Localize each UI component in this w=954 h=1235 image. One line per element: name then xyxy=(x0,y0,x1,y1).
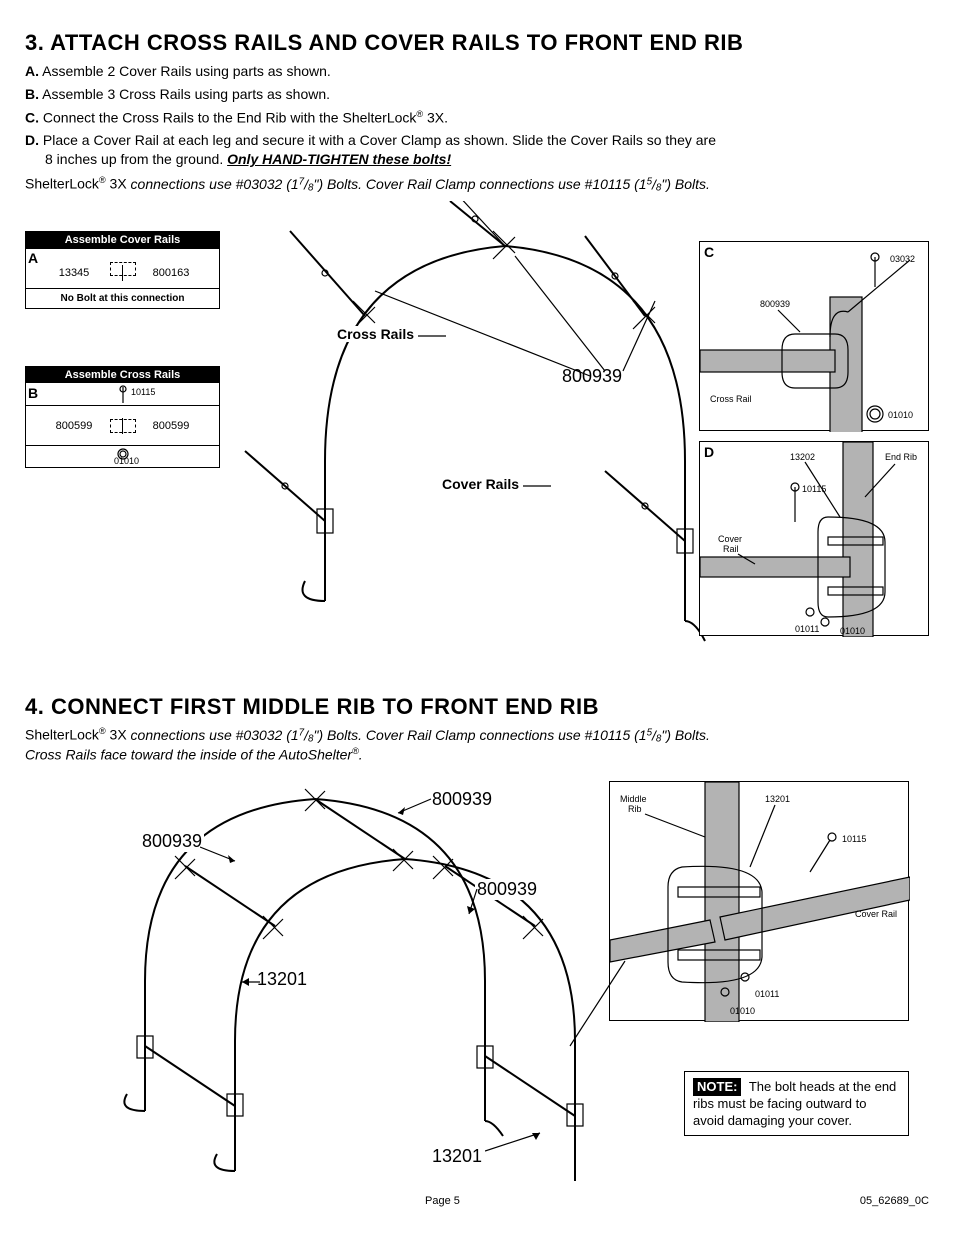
asm-b-right: 800599 xyxy=(122,418,219,434)
section4-title: 4. CONNECT FIRST MIDDLE RIB TO FRONT END… xyxy=(25,694,929,720)
assembly-box-b: Assemble Cross Rails B 10115 800599 8005… xyxy=(25,366,220,468)
svg-text:13202: 13202 xyxy=(790,452,815,462)
section3-steps: A. Assemble 2 Cover Rails using parts as… xyxy=(25,62,929,169)
detail-c: C 03032 800939 Cross Rail 01010 xyxy=(699,241,929,431)
step-d: D. Place a Cover Rail at each leg and se… xyxy=(25,131,929,169)
section4-boltnote: ShelterLock® 3X connections use #03032 (… xyxy=(25,726,929,744)
label-cover-rails: Cover Rails xyxy=(440,476,555,492)
svg-text:Rail: Rail xyxy=(723,544,739,554)
asm-b-bolt-top: 10115 xyxy=(131,387,155,397)
asm-a-left: 13345 xyxy=(26,265,122,281)
asm-b-bolt-bot: 01010 xyxy=(114,456,139,466)
s4-13201-1: 13201 xyxy=(255,969,309,990)
section3-title: 3. ATTACH CROSS RAILS AND COVER RAILS TO… xyxy=(25,30,929,56)
svg-text:Cover Rail: Cover Rail xyxy=(855,909,897,919)
asm-a-right: 800163 xyxy=(122,265,219,281)
step-b: B. Assemble 3 Cross Rails using parts as… xyxy=(25,85,929,104)
label-800939: 800939 xyxy=(560,366,624,387)
svg-text:10115: 10115 xyxy=(842,834,866,844)
c-03032: 03032 xyxy=(890,254,915,264)
svg-text:01010: 01010 xyxy=(840,626,865,636)
asm-a-header: Assemble Cover Rails xyxy=(26,232,219,248)
section4-note2: Cross Rails face toward the inside of th… xyxy=(25,746,929,763)
c-crossrail: Cross Rail xyxy=(710,394,752,404)
svg-text:Rib: Rib xyxy=(628,804,642,814)
section4-notebox: NOTE: The bolt heads at the end ribs mus… xyxy=(684,1071,909,1136)
doc-code: 05_62689_0C xyxy=(860,1195,929,1207)
asm-b-left: 800599 xyxy=(26,418,122,434)
s4-800939-1: 800939 xyxy=(140,831,204,852)
section3-boltnote: ShelterLock® 3X connections use #03032 (… xyxy=(25,175,929,193)
detail-d-tag: D xyxy=(704,444,714,460)
c-800939: 800939 xyxy=(760,299,790,309)
section4-diagram: 800939 800939 800939 13201 13201 xyxy=(25,771,929,1191)
svg-text:Cover: Cover xyxy=(718,534,742,544)
note-label: NOTE: xyxy=(693,1078,741,1096)
asm-b-header: Assemble Cross Rails xyxy=(26,367,219,383)
asm-a-note: No Bolt at this connection xyxy=(26,288,219,308)
assembly-box-a: Assemble Cover Rails A 13345 800163 No B… xyxy=(25,231,220,309)
step-a: A. Assemble 2 Cover Rails using parts as… xyxy=(25,62,929,81)
section3-diagram: Assemble Cover Rails A 13345 800163 No B… xyxy=(25,201,929,676)
section4-detail: Middle Rib 13201 10115 Cover Rail 01011 … xyxy=(609,781,909,1021)
svg-text:01010: 01010 xyxy=(730,1006,755,1016)
c-01010: 01010 xyxy=(888,410,913,420)
svg-text:Middle: Middle xyxy=(620,794,647,804)
detail-c-tag: C xyxy=(704,244,714,260)
step-c: C. Connect the Cross Rails to the End Ri… xyxy=(25,108,929,128)
svg-text:13201: 13201 xyxy=(765,794,790,804)
page-number: Page 5 xyxy=(425,1195,460,1207)
label-cross-rails: Cross Rails xyxy=(335,326,450,342)
s4-800939-2: 800939 xyxy=(430,789,494,810)
page-footer: Page 5 05_62689_0C xyxy=(25,1195,929,1207)
svg-text:01011: 01011 xyxy=(755,989,779,999)
detail-d: D 13202 End Rib 10115 Cover Rail xyxy=(699,441,929,636)
svg-text:01011: 01011 xyxy=(795,624,819,634)
svg-text:10115: 10115 xyxy=(802,484,826,494)
svg-text:End Rib: End Rib xyxy=(885,452,917,462)
s4-13201-2: 13201 xyxy=(430,1146,484,1167)
